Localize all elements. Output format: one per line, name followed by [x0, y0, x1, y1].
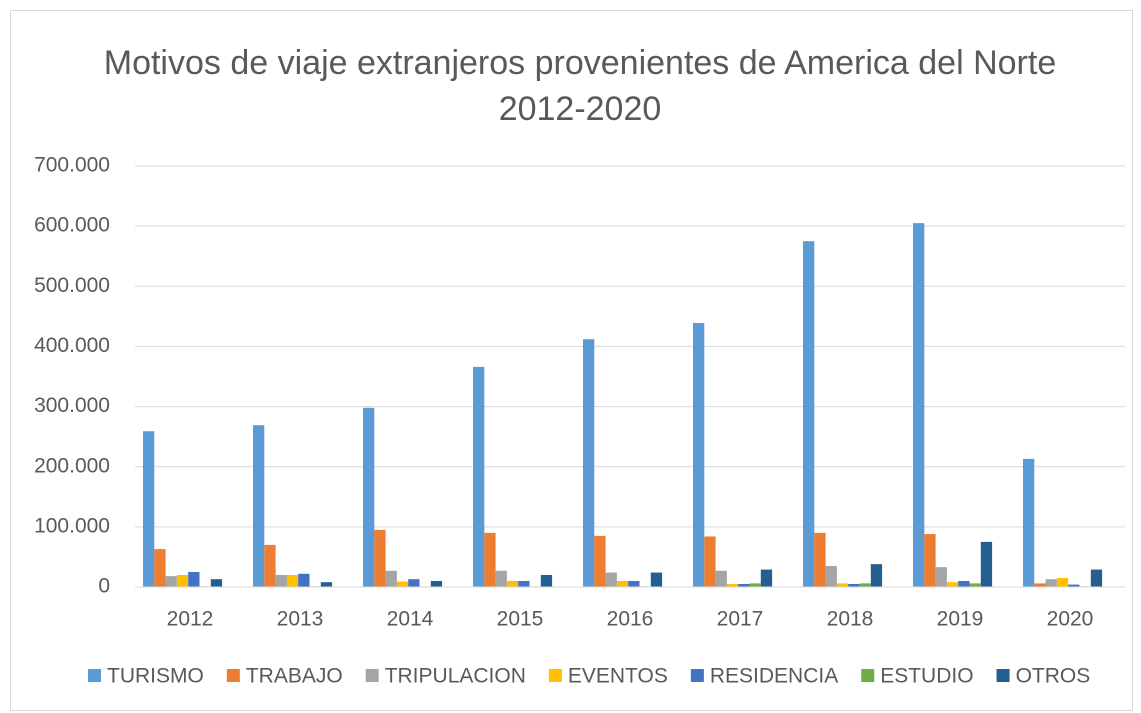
chart-title: Motivos de viaje extranjeros proveniente…	[103, 44, 1057, 128]
bar	[859, 583, 871, 587]
bar	[628, 580, 640, 587]
y-tick-label: 700.000	[34, 154, 110, 177]
bar	[1068, 584, 1080, 587]
x-tick-label: 2014	[387, 608, 434, 631]
y-tick-label: 100.000	[34, 514, 110, 537]
y-tick-label: 200.000	[34, 454, 110, 477]
y-tick-label: 500.000	[34, 274, 110, 297]
legend-label: TRIPULACION	[385, 665, 526, 688]
legend-swatch	[996, 669, 1010, 682]
bar	[1056, 577, 1069, 587]
legend-label: EVENTOS	[568, 665, 668, 688]
bar	[506, 580, 519, 587]
bar	[363, 407, 375, 587]
legend-label: TURISMO	[107, 665, 204, 688]
x-tick-label: 2012	[167, 608, 214, 631]
bar	[726, 583, 739, 587]
bar	[693, 322, 705, 587]
legend-swatch	[861, 669, 875, 682]
bar	[749, 583, 761, 587]
bar	[583, 339, 595, 587]
bar	[286, 574, 299, 587]
bar	[704, 536, 716, 587]
bar	[540, 574, 553, 587]
bar	[870, 564, 883, 587]
bar	[154, 549, 166, 587]
bar	[165, 576, 177, 587]
legend-label: OTROS	[1016, 665, 1091, 688]
bar	[836, 583, 849, 587]
bar	[605, 572, 617, 587]
bar	[408, 579, 420, 587]
bar	[484, 532, 496, 587]
bar	[518, 580, 530, 587]
bar	[1023, 458, 1035, 587]
bar	[298, 573, 310, 587]
bar	[396, 581, 409, 587]
bar	[374, 529, 386, 587]
bar	[913, 223, 925, 587]
x-tick-label: 2017	[717, 608, 764, 631]
legend-swatch	[88, 669, 101, 682]
x-tick-label: 2016	[607, 608, 654, 631]
bar	[738, 583, 750, 587]
bar	[958, 580, 970, 587]
bar	[264, 544, 276, 587]
bar	[188, 571, 200, 587]
bar	[473, 366, 485, 587]
legend-label: ESTUDIO	[880, 665, 973, 688]
bar	[176, 574, 189, 587]
legend-label: RESIDENCIA	[710, 665, 838, 688]
bar	[594, 535, 606, 587]
bar	[320, 582, 333, 587]
y-tick-label: 0	[98, 575, 110, 598]
bar	[814, 532, 826, 587]
y-tick-label: 600.000	[34, 214, 110, 237]
bar	[825, 565, 837, 587]
x-tick-label: 2020	[1047, 608, 1094, 631]
bar	[385, 570, 397, 587]
bar	[924, 534, 936, 587]
bar	[1034, 583, 1046, 587]
legend-swatch	[548, 669, 562, 682]
bar	[760, 569, 773, 587]
legend-swatch	[365, 669, 379, 682]
x-tick-label: 2013	[277, 608, 324, 631]
bar	[969, 583, 981, 587]
x-tick-label: 2018	[827, 608, 874, 631]
bar	[935, 567, 947, 587]
y-tick-label: 300.000	[34, 394, 110, 417]
bar	[803, 241, 815, 587]
bar	[430, 580, 443, 587]
chart-border	[10, 10, 1133, 711]
bar	[275, 574, 287, 587]
bar	[650, 572, 663, 587]
bar	[715, 570, 727, 587]
bar	[616, 580, 629, 587]
x-tick-label: 2019	[937, 608, 984, 631]
bar	[495, 570, 507, 587]
x-tick-label: 2015	[497, 608, 544, 631]
legend-swatch	[226, 669, 240, 682]
legend-label: TRABAJO	[246, 665, 343, 688]
bar	[1045, 579, 1057, 587]
bar	[1090, 569, 1103, 587]
bar	[210, 579, 223, 587]
bar	[143, 431, 155, 587]
bar	[946, 582, 959, 587]
bar	[253, 425, 265, 587]
bar	[848, 583, 860, 587]
bar	[980, 541, 993, 587]
legend-swatch	[690, 669, 704, 682]
y-tick-label: 400.000	[34, 334, 110, 357]
